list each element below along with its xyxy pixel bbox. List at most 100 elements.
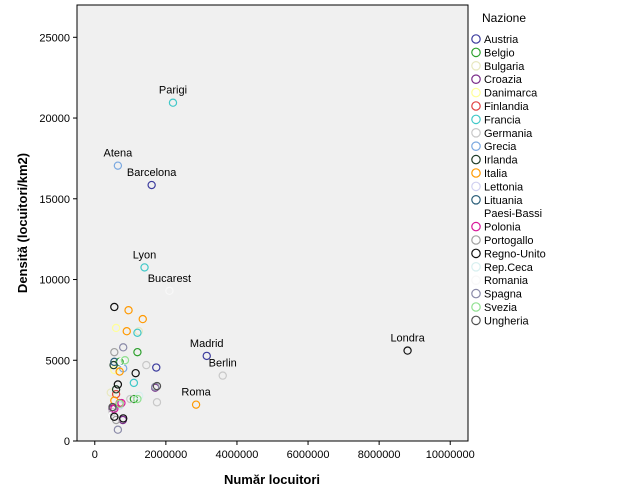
legend-entry: Paesi-Bassi <box>484 208 542 220</box>
x-axis: 0 2000000 4000000 6000000 8000000 10000000 <box>92 441 475 461</box>
data-point-polonia <box>110 404 119 413</box>
data-point-austria <box>152 363 161 372</box>
legend-entry: Lettonia <box>484 181 524 193</box>
legend-entry: Italia <box>484 168 508 180</box>
point-label: Parigi <box>159 85 187 97</box>
legend-entry: Belgio <box>484 47 515 59</box>
legend-entry: Romania <box>484 275 529 287</box>
data-point-italia <box>138 314 147 324</box>
legend-marker <box>471 181 481 192</box>
data-point-regno-unito <box>110 412 119 421</box>
y-tick-label: 20000 <box>39 113 70 125</box>
legend-entry: Polonia <box>484 222 522 234</box>
data-point-francia <box>140 263 149 272</box>
data-point-spagna <box>119 343 128 352</box>
legend-entry: Germania <box>484 128 533 140</box>
y-axis: 0 5000 10000 15000 20000 25000 <box>39 32 77 448</box>
plot-area <box>76 4 469 442</box>
point-label: Londra <box>390 333 425 345</box>
y-tick-label: 5000 <box>46 355 70 367</box>
point-label: Atena <box>104 148 134 160</box>
legend-entry: Portogallo <box>484 235 534 247</box>
legend-entry: Regno-Unito <box>484 248 546 260</box>
legend-marker <box>471 315 481 326</box>
legend-marker <box>471 101 481 111</box>
legend-marker <box>471 288 481 299</box>
legend-marker <box>471 61 481 71</box>
legend-entry: Ungheria <box>484 315 530 327</box>
legend-entry: Bulgaria <box>484 61 525 73</box>
legend-marker <box>471 74 481 84</box>
data-point-germania <box>152 398 162 407</box>
x-tick-label: 4000000 <box>216 449 259 461</box>
legend-marker <box>471 47 481 58</box>
data-point-danimarca <box>111 323 121 333</box>
legend-marker <box>471 114 481 125</box>
point-label: Berlin <box>209 358 237 370</box>
legend-marker <box>471 261 481 272</box>
data-point-svezia <box>120 356 130 365</box>
data-point-regno-unito <box>119 414 128 423</box>
data-point-svezia <box>115 399 124 409</box>
data-point-austria <box>147 180 156 190</box>
data-point-grecia <box>113 161 123 170</box>
data-point-irlanda <box>109 360 118 370</box>
data-point-germania <box>218 371 227 380</box>
x-tick-label: 10000000 <box>426 449 475 461</box>
data-point-francia <box>129 378 139 388</box>
data-point-regno-unito <box>110 302 119 312</box>
y-tick-label: 25000 <box>39 32 70 44</box>
data-point-regno-unito <box>113 380 123 389</box>
data-point-ungheria <box>152 381 162 391</box>
data-points <box>106 98 412 434</box>
legend-marker <box>471 235 481 245</box>
y-axis-title: Densită (locuitori/km2) <box>15 153 30 293</box>
legend-title: Nazione <box>482 11 526 25</box>
x-tick-label: 8000000 <box>358 449 401 461</box>
point-label: Lyon <box>133 249 156 261</box>
data-point-romania <box>165 286 174 296</box>
data-point-francia <box>168 98 178 107</box>
legend-marker <box>471 168 481 178</box>
data-point-danimarca <box>110 365 119 375</box>
legend-marker <box>471 208 481 218</box>
legend-entry: Francia <box>484 114 522 126</box>
legend-marker <box>471 154 481 165</box>
y-tick-label: 0 <box>64 436 70 448</box>
point-label: Madrid <box>190 338 224 350</box>
legend-marker <box>471 34 481 44</box>
legend-entry: Finlandia <box>484 101 530 113</box>
legend-entry: Danimarca <box>484 88 538 100</box>
data-point-svezia <box>133 394 142 404</box>
legend-entry: Austria <box>484 34 519 46</box>
x-axis-title: Număr locuitori <box>224 472 320 487</box>
legend-entry: Lituania <box>484 195 523 207</box>
legend-entry: Croazia <box>484 74 523 86</box>
data-point-regno-unito <box>403 346 412 355</box>
point-annotations: Parigi Atena Barcelona Lyon Bucarest Madrid Be… <box>104 85 426 399</box>
data-point-portogallo <box>110 347 119 357</box>
data-point-germania <box>142 360 151 370</box>
legend-entry: Spagna <box>484 289 523 301</box>
data-point-francia <box>133 328 142 338</box>
legend-marker <box>471 128 481 138</box>
data-point-spagna <box>113 425 123 434</box>
y-tick-label: 15000 <box>39 194 70 206</box>
data-point-italia <box>122 326 131 336</box>
legend-entry: Grecia <box>484 141 517 153</box>
point-label: Barcelona <box>127 167 177 179</box>
legend-entry: Irlanda <box>484 155 519 167</box>
legend-entry: Rep.Ceca <box>484 262 534 274</box>
legend-marker <box>471 302 481 312</box>
legend-marker <box>471 195 481 205</box>
y-tick-label: 10000 <box>39 275 70 287</box>
legend-marker <box>471 221 481 232</box>
data-point-italia <box>115 367 124 376</box>
data-point-regno-unito <box>131 368 140 378</box>
legend-marker <box>471 141 481 151</box>
x-tick-label: 0 <box>92 449 98 461</box>
data-point-bulgaria <box>134 326 144 336</box>
x-tick-label: 6000000 <box>287 449 330 461</box>
